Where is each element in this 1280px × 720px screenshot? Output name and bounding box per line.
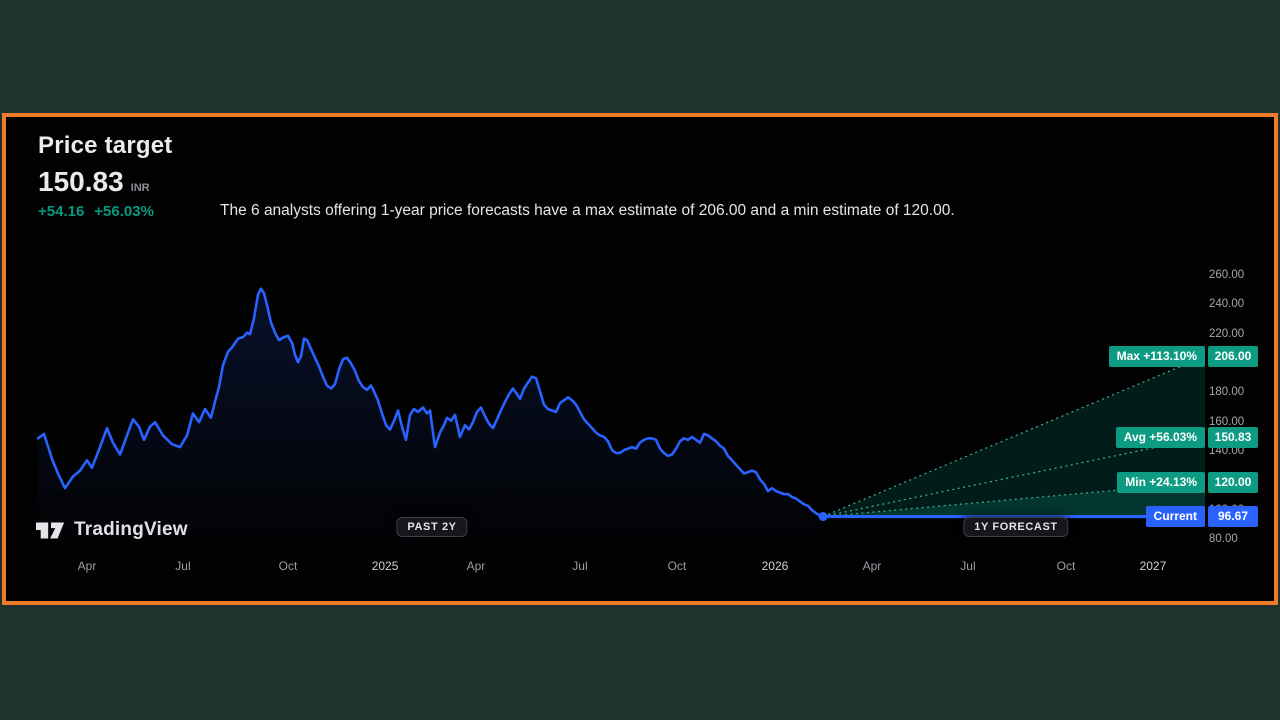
tradingview-logo-icon [36, 522, 65, 539]
x-axis-tick: Oct [667, 559, 687, 573]
change-absolute: +54.16 [38, 203, 85, 220]
analyst-summary-text: The 6 analysts offering 1-year price for… [220, 202, 955, 219]
target-price: 150.83 [38, 166, 124, 197]
forecast-value-avg: 150.83 [1208, 426, 1258, 448]
tradingview-logo[interactable]: TradingView [36, 519, 188, 541]
x-axis-tick: Apr [862, 559, 882, 573]
x-axis-tick: Jul [572, 559, 588, 573]
forecast-label-avg: Avg +56.03% [1115, 426, 1205, 448]
change-percent: +56.03% [94, 203, 154, 220]
forecast-fan-lower [823, 482, 1205, 517]
y-axis-tick: 160.00 [1209, 415, 1245, 428]
x-axis-tick: Apr [77, 559, 97, 573]
x-axis-tick: Apr [466, 559, 486, 573]
x-axis-tick: Jul [175, 559, 191, 573]
price-history-line [36, 287, 825, 518]
current-price-dot [818, 512, 828, 522]
forecast-value-current: 96.67 [1208, 506, 1258, 528]
x-axis-tick: 2026 [761, 559, 789, 573]
y-axis-tick: 180.00 [1209, 386, 1245, 399]
currency-label: INR [130, 182, 150, 194]
x-axis-tick: Jul [960, 559, 976, 573]
1y-forecast-badge: 1Y FORECAST [963, 517, 1069, 537]
forecast-label-current: Current [1145, 506, 1205, 528]
x-axis-tick: 2025 [371, 559, 399, 573]
x-axis-tick: Oct [1056, 559, 1076, 573]
forecast-value-min: 120.00 [1208, 471, 1258, 493]
change-row: +54.16 +56.03% [38, 203, 164, 220]
y-axis-tick: 240.00 [1209, 298, 1245, 311]
y-axis-tick: 80.00 [1209, 533, 1238, 545]
forecast-fan-upper [823, 356, 1205, 517]
x-axis-tick: Oct [278, 559, 298, 573]
past-2y-badge: PAST 2Y [396, 517, 468, 537]
tradingview-logo-text: TradingView [74, 519, 188, 540]
forecast-value-max: 206.00 [1208, 345, 1258, 367]
price-row: 150.83 INR [38, 166, 150, 198]
forecast-ray-avg [822, 436, 1206, 518]
y-axis-tick: 260.00 [1209, 269, 1245, 281]
y-axis-tick: 220.00 [1209, 327, 1245, 340]
forecast-label-max: Max +113.10% [1108, 345, 1205, 367]
forecast-label-min: Min +24.13% [1117, 471, 1205, 493]
y-axis-tick: 140.00 [1209, 445, 1245, 457]
widget-title: Price target [38, 132, 173, 159]
x-axis-tick: 2027 [1139, 559, 1167, 573]
